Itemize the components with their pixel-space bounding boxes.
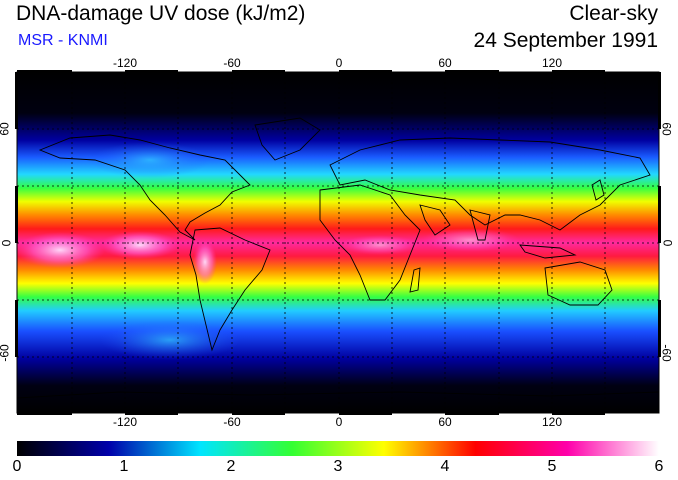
graticule <box>17 72 659 413</box>
lon-tick-bottom: 60 <box>438 415 452 429</box>
map-frame <box>15 70 661 415</box>
colorbar-label: 3 <box>333 458 343 475</box>
lon-tick-top: 60 <box>438 56 452 70</box>
colorbar-label: 6 <box>654 458 664 475</box>
lon-tick-top: 0 <box>335 56 343 70</box>
lat-tick-right: 60 <box>659 122 674 136</box>
lat-tick-right: -60 <box>659 344 674 362</box>
lat-tick-left: -60 <box>0 344 12 362</box>
sky-condition: Clear-sky <box>569 2 658 25</box>
map-source: MSR - KNMI <box>18 32 108 49</box>
colorbar-label: 0 <box>12 458 22 475</box>
lon-tick-top: 120 <box>541 56 563 70</box>
lon-tick-top: -120 <box>112 56 138 70</box>
lon-tick-bottom: 120 <box>541 415 563 429</box>
colorbar <box>17 441 659 456</box>
lat-tick-left: 0 <box>0 239 14 247</box>
colorbar-label: 2 <box>226 458 236 475</box>
colorbar-label: 4 <box>440 458 450 475</box>
lon-tick-bottom: -60 <box>223 415 241 429</box>
lon-tick-top: -60 <box>223 56 241 70</box>
map-date: 24 September 1991 <box>473 29 658 52</box>
lon-tick-bottom: 0 <box>335 415 343 429</box>
colorbar-label: 5 <box>547 458 557 475</box>
lat-tick-left: 60 <box>0 122 12 136</box>
lat-tick-right: 0 <box>660 239 675 247</box>
coastlines <box>16 117 660 399</box>
colorbar-label: 1 <box>119 458 129 475</box>
map-title: DNA-damage UV dose (kJ/m2) <box>16 2 306 25</box>
lon-tick-bottom: -120 <box>112 415 138 429</box>
